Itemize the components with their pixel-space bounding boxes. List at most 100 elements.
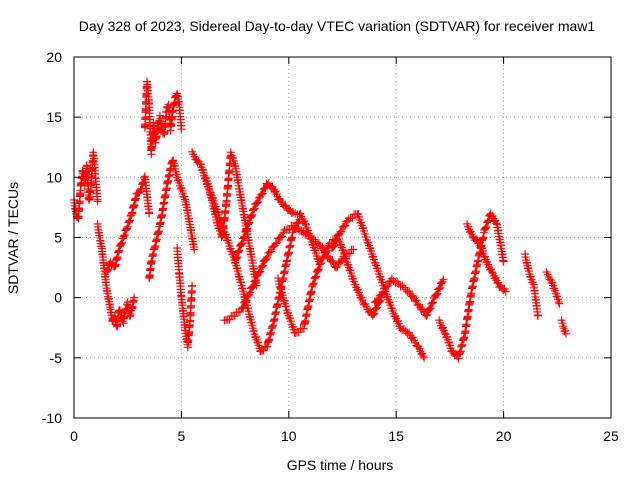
data-point — [244, 219, 253, 228]
data-point — [241, 226, 250, 235]
data-point — [231, 255, 240, 264]
data-point — [120, 230, 129, 239]
y-tick-label: 20 — [46, 49, 62, 65]
data-point — [258, 262, 267, 271]
data-point — [243, 224, 252, 233]
data-point — [309, 279, 318, 288]
data-point — [321, 248, 330, 257]
data-point — [329, 242, 338, 251]
data-point — [382, 282, 391, 291]
data-point — [124, 218, 133, 227]
data-point — [481, 223, 490, 232]
data-point — [332, 263, 341, 272]
data-point — [242, 225, 251, 234]
data-point — [177, 125, 186, 134]
data-point — [436, 283, 445, 292]
data-point — [480, 224, 489, 233]
data-point — [373, 296, 382, 305]
data-point — [271, 239, 280, 248]
data-point — [492, 219, 501, 228]
series-trace-r — [557, 316, 570, 338]
data-point — [380, 287, 389, 296]
data-point — [188, 281, 197, 290]
data-point — [239, 233, 248, 242]
data-point — [487, 267, 496, 276]
y-tick-label: -5 — [50, 350, 63, 366]
data-point — [368, 311, 377, 320]
data-point — [295, 210, 304, 219]
data-point — [533, 311, 542, 320]
data-point — [119, 233, 128, 241]
data-point — [265, 248, 274, 257]
data-point — [372, 304, 381, 313]
data-point — [413, 342, 422, 351]
data-point — [340, 222, 349, 231]
series-trace-e — [145, 156, 199, 283]
data-point — [499, 257, 508, 266]
data-point — [245, 218, 254, 227]
series-trace-o — [463, 219, 510, 296]
x-tick-label: 5 — [178, 428, 186, 444]
y-tick-label: 0 — [54, 290, 62, 306]
data-point — [331, 237, 340, 246]
data-point — [230, 312, 239, 321]
data-point — [285, 225, 294, 234]
data-point — [439, 275, 448, 284]
data-point — [306, 234, 315, 243]
data-point — [122, 224, 131, 233]
y-tick-label: 10 — [46, 169, 62, 185]
data-point — [233, 253, 242, 262]
series-trace-q — [542, 268, 564, 308]
data-point — [390, 312, 399, 321]
data-point — [374, 296, 383, 305]
data-point — [249, 205, 258, 214]
data-point — [424, 305, 433, 314]
data-point — [130, 293, 139, 302]
data-point — [353, 286, 362, 295]
data-point — [315, 260, 324, 269]
data-point — [465, 228, 474, 237]
data-point — [273, 238, 282, 247]
data-point — [317, 259, 326, 268]
data-point — [435, 284, 444, 293]
data-point — [255, 268, 264, 277]
data-point — [333, 262, 342, 271]
series-trace-j — [220, 221, 358, 325]
x-tick-label: 15 — [388, 428, 404, 444]
data-point — [245, 290, 254, 299]
data-point — [236, 241, 245, 250]
data-point — [490, 274, 499, 283]
data-point — [482, 222, 491, 231]
data-point — [295, 227, 304, 236]
x-tick-label: 10 — [281, 428, 297, 444]
data-point — [270, 188, 279, 197]
data-marks — [70, 77, 570, 363]
data-point — [483, 218, 492, 227]
data-point — [125, 216, 134, 225]
data-point — [254, 269, 263, 278]
data-point — [243, 220, 252, 229]
data-point — [238, 234, 247, 243]
chart-title: Day 328 of 2023, Sidereal Day-to-day VTE… — [79, 18, 596, 34]
data-point — [359, 298, 368, 307]
data-point — [431, 291, 440, 300]
data-point — [246, 212, 255, 221]
y-tick-label: 5 — [54, 230, 62, 246]
data-point — [429, 298, 438, 307]
data-point — [278, 232, 287, 241]
series-trace-d — [140, 77, 186, 159]
data-point — [314, 266, 323, 275]
data-point — [117, 239, 126, 248]
data-point — [301, 230, 310, 239]
data-point — [136, 185, 145, 194]
data-point — [252, 276, 261, 285]
axis-ticks: -10 -5 0 5 10 15 20 0 5 10 15 20 25 — [42, 49, 619, 444]
data-point — [237, 304, 246, 313]
data-point — [123, 222, 132, 231]
data-point — [121, 226, 130, 235]
data-point — [117, 240, 126, 249]
data-point — [293, 218, 302, 227]
y-tick-label: 15 — [46, 109, 62, 125]
data-point — [235, 246, 244, 255]
data-point — [252, 199, 261, 208]
